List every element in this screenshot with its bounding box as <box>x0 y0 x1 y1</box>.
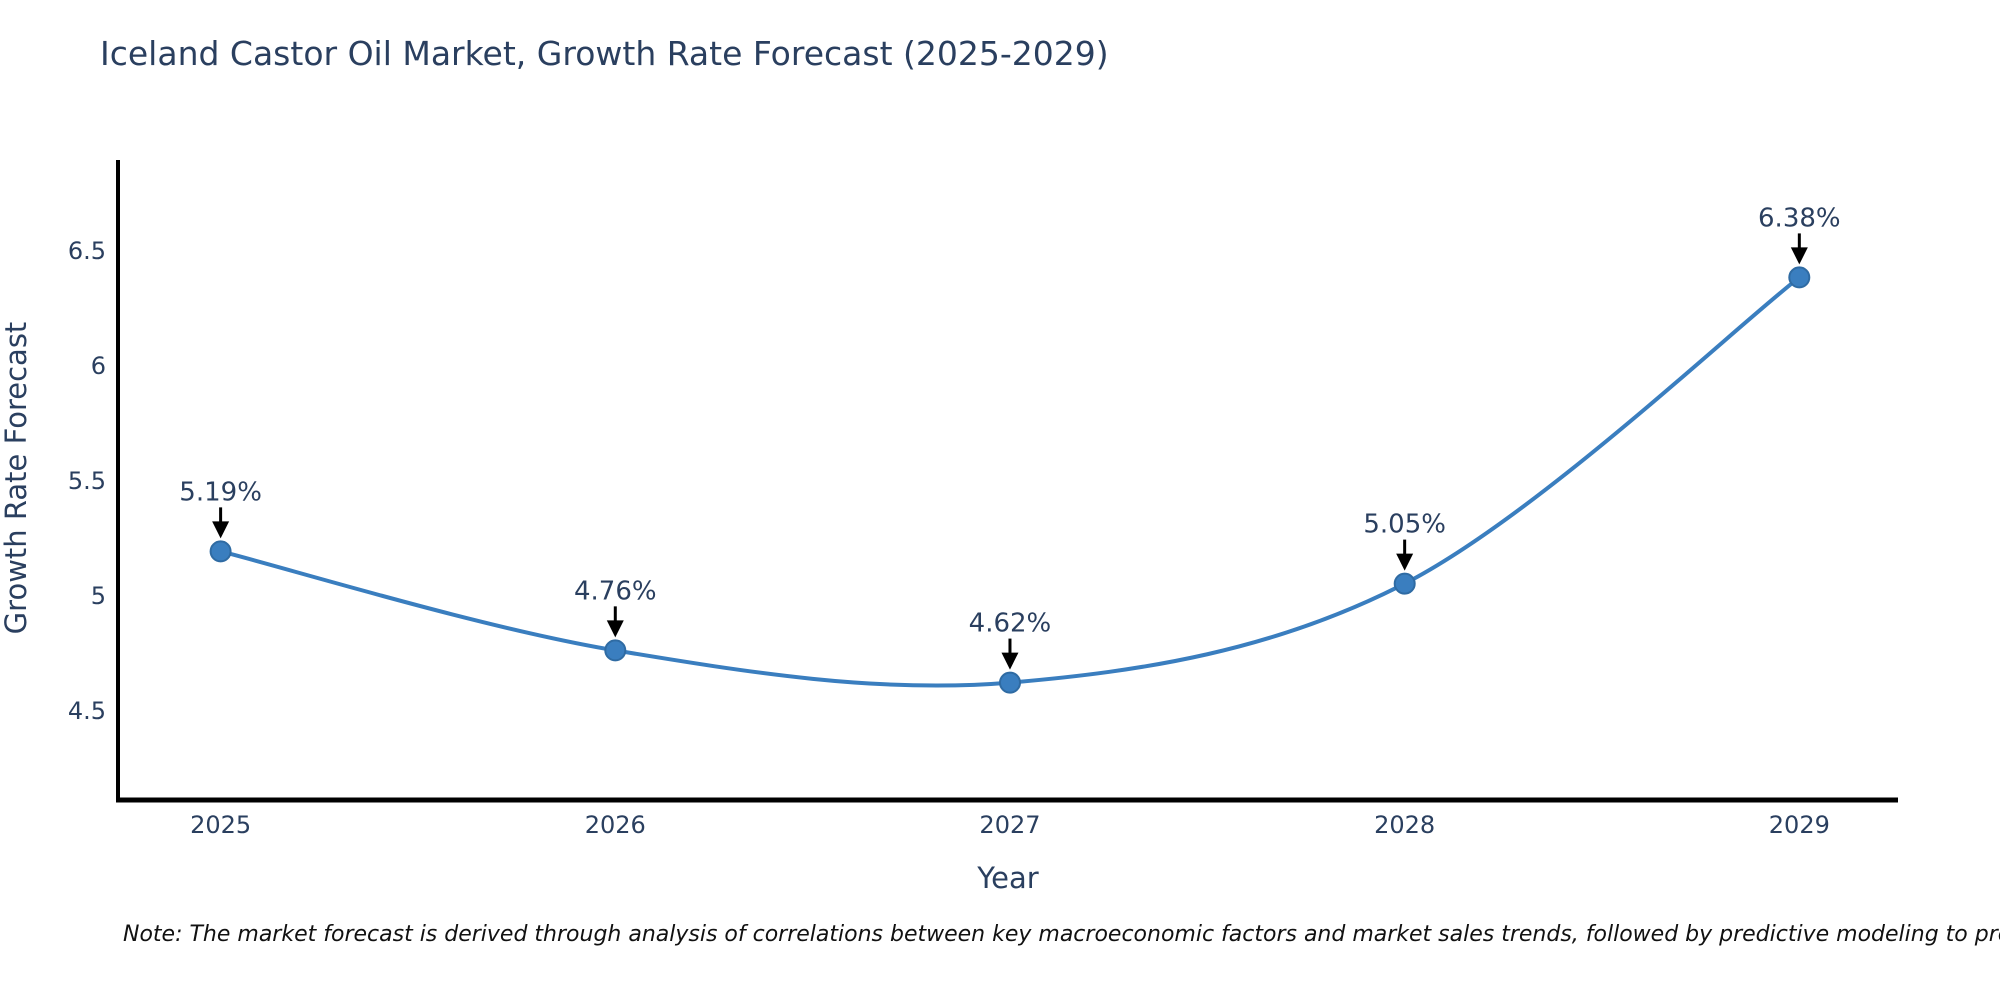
y-tick-label: 6 <box>91 352 106 380</box>
point-value-label: 4.76% <box>574 576 657 606</box>
arrow-down-icon <box>1790 247 1808 265</box>
x-tick-label: 2026 <box>585 811 646 839</box>
point-value-label: 4.62% <box>969 609 1052 639</box>
data-point-2025[interactable] <box>209 540 232 563</box>
chart-title: Iceland Castor Oil Market, Growth Rate F… <box>100 34 1109 73</box>
x-tick-label: 2029 <box>1769 811 1830 839</box>
x-tick-label: 2025 <box>190 811 251 839</box>
data-point-2026[interactable] <box>604 639 627 662</box>
x-axis-ticks: 2025 2026 2027 2028 2029 <box>190 811 1830 839</box>
arrow-down-icon <box>1001 652 1019 670</box>
series-layer <box>209 266 1811 694</box>
annotations-layer: 5.19% 4.76% 4.62% 5.05% 6.38% <box>179 203 1841 670</box>
footnote: Note: The market forecast is derived thr… <box>123 922 2000 947</box>
data-point-2029[interactable] <box>1788 266 1811 289</box>
data-point-2027[interactable] <box>999 671 1021 694</box>
point-value-label: 6.38% <box>1758 203 1841 233</box>
x-tick-label: 2027 <box>979 811 1040 839</box>
y-tick-label: 5.5 <box>68 467 106 495</box>
y-axis-title: Growth Rate Forecast <box>0 322 33 635</box>
y-tick-label: 5 <box>91 582 106 610</box>
x-tick-label: 2028 <box>1374 811 1435 839</box>
y-tick-label: 6.5 <box>68 237 106 265</box>
arrow-down-icon <box>1396 553 1414 571</box>
point-value-label: 5.05% <box>1363 510 1446 540</box>
data-point-2028[interactable] <box>1393 572 1416 595</box>
y-axis-ticks: 4.5 5 5.5 6 6.5 <box>68 237 106 725</box>
x-axis-title: Year <box>976 861 1038 895</box>
y-tick-label: 4.5 <box>68 697 106 725</box>
arrow-down-icon <box>212 521 230 539</box>
point-value-label: 5.19% <box>179 477 262 507</box>
arrow-down-icon <box>606 620 624 638</box>
